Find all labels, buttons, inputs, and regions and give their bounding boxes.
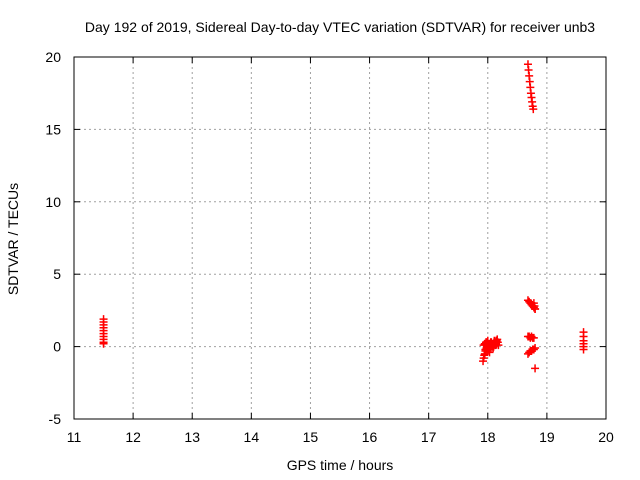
y-tick-label: 10 (45, 194, 61, 210)
x-tick-label: 20 (598, 429, 614, 445)
data-point (483, 336, 492, 345)
x-tick-label: 14 (244, 429, 260, 445)
data-point (579, 345, 588, 354)
x-tick-label: 18 (480, 429, 496, 445)
data-point (529, 303, 538, 312)
data-point (531, 364, 540, 373)
x-axis-ticks: 11 12 13 14 15 16 17 18 19 20 (67, 57, 614, 445)
chart-title: Day 192 of 2019, Sidereal Day-to-day VTE… (85, 19, 595, 35)
grid (74, 57, 606, 419)
data-point (492, 336, 501, 345)
y-axis-label: SDTVAR / TECUs (5, 183, 21, 295)
x-tick-label: 13 (184, 429, 200, 445)
data-point (531, 304, 540, 313)
x-tick-label: 19 (539, 429, 555, 445)
data-point (99, 339, 108, 348)
x-tick-label: 11 (67, 429, 82, 445)
data-point (484, 344, 493, 353)
data-point (531, 344, 540, 353)
x-axis-label: GPS time / hours (287, 457, 394, 473)
x-tick-label: 12 (125, 429, 141, 445)
y-tick-label: 5 (53, 266, 61, 282)
data-point (529, 333, 538, 342)
plot-border (73, 56, 607, 420)
x-tick-label: 17 (421, 429, 437, 445)
x-tick-label: 15 (303, 429, 319, 445)
data-point (482, 338, 491, 347)
data-point (529, 105, 538, 114)
x-tick-label: 16 (362, 429, 378, 445)
y-tick-label: 15 (45, 121, 61, 137)
y-axis-ticks: -5 0 5 10 15 20 (45, 49, 606, 427)
y-tick-label: 20 (45, 49, 61, 65)
y-tick-label: 0 (53, 339, 61, 355)
data-points (99, 60, 588, 373)
data-point (493, 338, 502, 347)
y-tick-label: -5 (49, 411, 62, 427)
data-point (481, 345, 490, 354)
data-point (529, 345, 538, 354)
